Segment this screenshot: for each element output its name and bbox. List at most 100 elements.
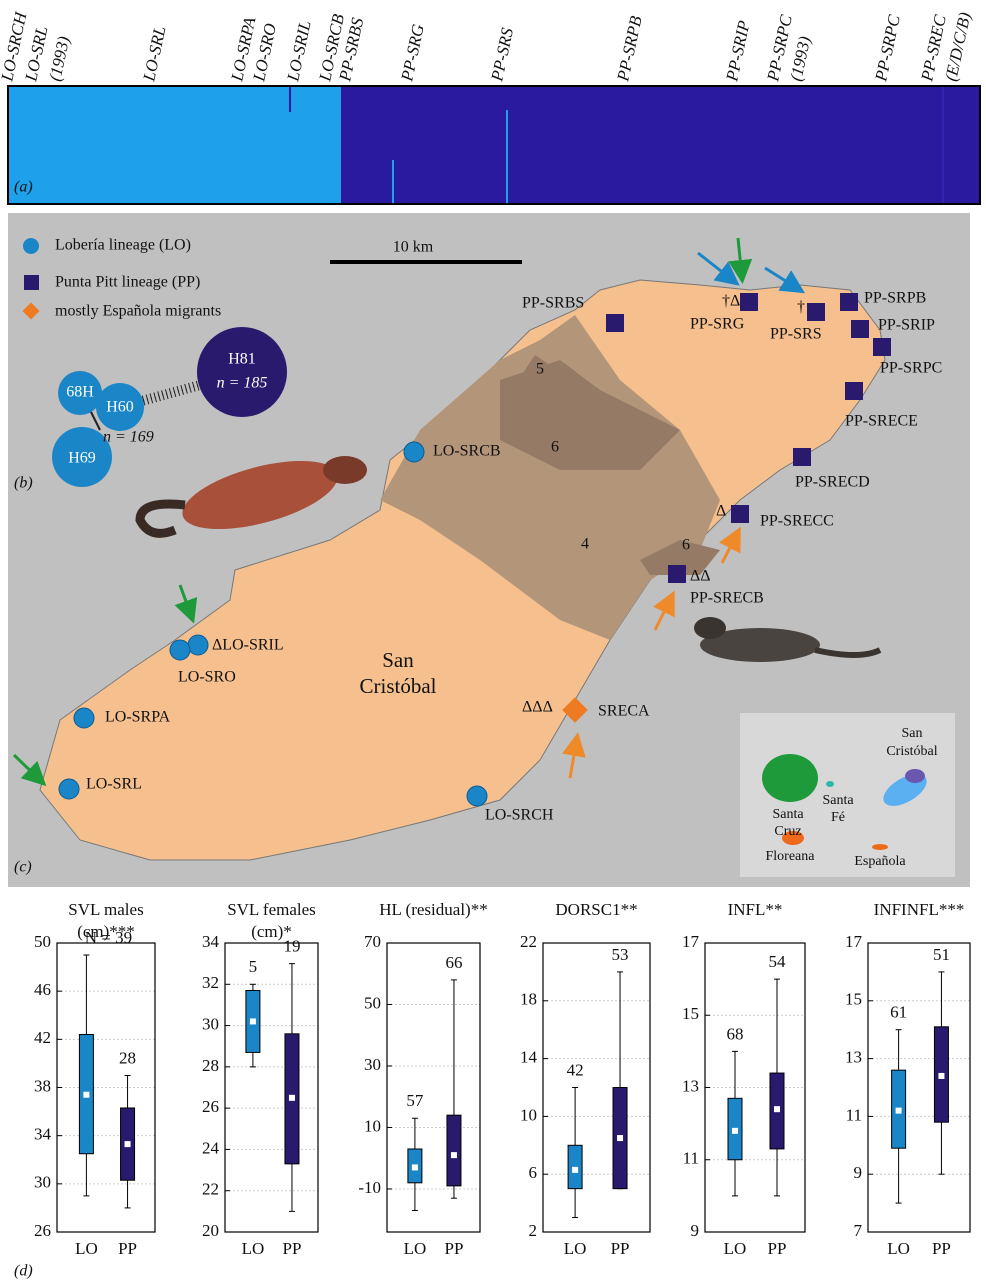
y-tick-label: 2 — [529, 1221, 538, 1240]
median — [411, 1164, 418, 1171]
n-label: 28 — [119, 1048, 136, 1067]
n-label: 53 — [612, 945, 629, 964]
zone-label: 5 — [536, 361, 544, 378]
y-tick-label: 50 — [34, 932, 51, 951]
y-tick-label: 17 — [682, 932, 700, 951]
y-tick-label: 9 — [854, 1163, 863, 1182]
median — [732, 1127, 738, 1134]
site-pp — [793, 448, 811, 466]
annotation: Δ — [716, 503, 726, 520]
y-tick-label: 32 — [202, 973, 219, 992]
y-tick-label: 10 — [520, 1105, 537, 1124]
haplotype-label: H69 — [68, 450, 96, 467]
zone — [380, 315, 720, 640]
median — [124, 1141, 131, 1148]
haplotype-label: H60 — [106, 399, 134, 416]
plot-frame — [386, 942, 481, 1233]
plot-frame — [867, 942, 971, 1233]
annotation: ΔΔΔ — [522, 699, 553, 716]
median — [895, 1107, 902, 1114]
site-label: PP-SRPB — [864, 290, 926, 307]
site-label: SRECA — [598, 703, 650, 720]
x-tick-label: PP — [932, 1239, 951, 1258]
zone-label: 6 — [682, 537, 690, 554]
box — [446, 1114, 462, 1187]
median — [572, 1166, 579, 1173]
haplotype — [197, 327, 287, 417]
plot-frame — [56, 942, 156, 1233]
site-pp — [731, 505, 749, 523]
x-tick-label: PP — [611, 1239, 630, 1258]
chart-title: HL (residual)** — [379, 900, 487, 919]
y-tick-label: 22 — [202, 1180, 219, 1199]
y-tick-label: 17 — [845, 932, 863, 951]
site-pp — [845, 382, 863, 400]
site-label: LO-SRCB — [433, 443, 501, 460]
site-pp — [873, 338, 891, 356]
median — [249, 1018, 256, 1025]
plot-frame — [224, 942, 319, 1233]
inset-label: Floreana — [766, 849, 816, 864]
legend-label: Lobería lineage (LO) — [55, 237, 191, 254]
structure-label: LO-SRIL — [283, 19, 315, 84]
y-tick-label: 10 — [364, 1116, 381, 1135]
site-label: PP-SRIP — [878, 317, 935, 334]
x-tick-label: PP — [118, 1239, 137, 1258]
site-label: LO-SRPA — [105, 709, 171, 726]
y-tick-label: 50 — [364, 993, 381, 1012]
median — [617, 1135, 624, 1142]
n-label: 19 — [283, 937, 300, 956]
inset-label: Española — [854, 854, 906, 869]
y-tick-label: 38 — [34, 1076, 51, 1095]
x-tick-label: LO — [564, 1239, 587, 1258]
y-tick-label: 13 — [682, 1076, 699, 1095]
structure-label: PP-SRPB — [613, 14, 646, 84]
median — [83, 1091, 90, 1098]
y-tick-label: 15 — [845, 990, 862, 1009]
site-label: PP-SRG — [690, 316, 745, 333]
site-label: PP-SRECE — [845, 413, 918, 430]
iguana-photo — [694, 617, 882, 662]
structure-label: PP-SRIP — [722, 19, 754, 84]
zone-label: 6 — [551, 439, 559, 456]
n-label: 54 — [769, 952, 787, 971]
median — [288, 1094, 295, 1101]
x-tick-label: PP — [282, 1239, 301, 1258]
median — [774, 1106, 780, 1113]
y-tick-label: 7 — [854, 1221, 863, 1240]
site-pp — [668, 565, 686, 583]
n-label: 66 — [445, 953, 462, 972]
plot-frame — [542, 942, 651, 1233]
site-label: PP-SRS — [770, 326, 822, 343]
legend-symbol — [24, 275, 39, 290]
x-tick-label: PP — [768, 1239, 787, 1258]
y-tick-label: 30 — [34, 1173, 51, 1192]
haplotype — [58, 371, 102, 415]
island-name: Cristóbal — [360, 674, 437, 698]
structure-label: PP-SRS — [487, 26, 517, 84]
inset-label: Fé — [831, 810, 845, 825]
y-tick-label: 11 — [846, 1105, 862, 1124]
structure-label: LO-SRL — [139, 24, 169, 83]
n-label: 51 — [933, 945, 950, 964]
x-tick-label: PP — [444, 1239, 463, 1258]
y-tick-label: 46 — [34, 980, 51, 999]
legend-symbol — [23, 238, 39, 254]
y-tick-label: 15 — [682, 1004, 699, 1023]
n-label: 57 — [406, 1091, 424, 1110]
annotation: †Δ — [722, 293, 740, 310]
site-lo — [58, 778, 80, 800]
panel-label: (c) — [14, 859, 32, 876]
y-tick-label: 14 — [520, 1048, 538, 1067]
site-label: LO-SRL — [86, 776, 142, 793]
x-tick-label: LO — [242, 1239, 265, 1258]
haplotype-network — [52, 327, 287, 487]
panel-label: (d) — [14, 1263, 33, 1280]
annotation: † — [797, 299, 805, 316]
plot-frame — [704, 942, 806, 1233]
panel-label: (a) — [14, 179, 33, 196]
site-lo — [73, 707, 95, 729]
haplotype-label: H81 — [228, 351, 256, 368]
site-lo — [187, 634, 209, 656]
structure-label: PP-SRPC — [871, 13, 904, 84]
